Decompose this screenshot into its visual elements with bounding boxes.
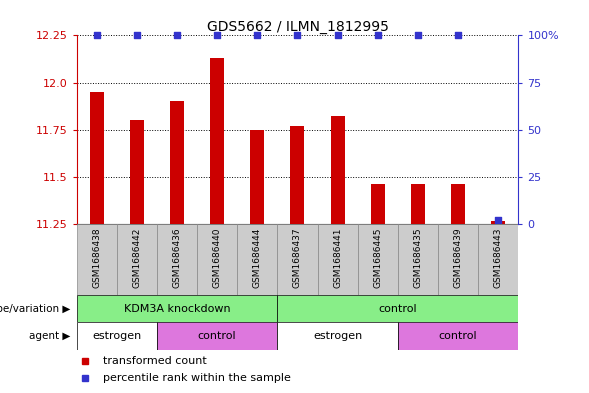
Bar: [398, 224, 438, 295]
Text: control: control: [379, 303, 417, 314]
Text: GSM1686445: GSM1686445: [373, 228, 382, 288]
Point: [293, 32, 302, 39]
Text: GSM1686440: GSM1686440: [213, 228, 221, 288]
Title: GDS5662 / ILMN_1812995: GDS5662 / ILMN_1812995: [207, 20, 388, 34]
Text: control: control: [439, 331, 478, 341]
Bar: [157, 224, 197, 295]
Text: agent ▶: agent ▶: [29, 331, 71, 341]
Text: transformed count: transformed count: [103, 356, 207, 366]
Point: [333, 32, 342, 39]
Bar: [451, 184, 465, 224]
Point: [92, 32, 101, 39]
Text: percentile rank within the sample: percentile rank within the sample: [103, 373, 291, 383]
Text: control: control: [198, 331, 236, 341]
Text: GSM1686436: GSM1686436: [173, 228, 181, 288]
Bar: [491, 221, 505, 224]
Text: GSM1686443: GSM1686443: [494, 228, 503, 288]
Bar: [290, 126, 305, 224]
Bar: [478, 224, 518, 295]
Bar: [250, 130, 264, 224]
Text: GSM1686435: GSM1686435: [413, 228, 422, 288]
Bar: [130, 120, 144, 224]
Bar: [170, 101, 184, 224]
Text: GSM1686442: GSM1686442: [133, 228, 141, 288]
Bar: [398, 322, 518, 350]
Point: [213, 32, 222, 39]
Text: KDM3A knockdown: KDM3A knockdown: [124, 303, 230, 314]
Bar: [277, 322, 398, 350]
Text: GSM1686439: GSM1686439: [454, 228, 462, 288]
Point: [373, 32, 382, 39]
Point: [172, 32, 181, 39]
Point: [494, 217, 503, 223]
Text: GSM1686437: GSM1686437: [293, 228, 302, 288]
Bar: [237, 224, 277, 295]
Bar: [438, 224, 478, 295]
Point: [454, 32, 463, 39]
Bar: [77, 322, 157, 350]
Bar: [117, 224, 157, 295]
Bar: [210, 58, 224, 224]
Bar: [157, 322, 277, 350]
Point: [132, 32, 141, 39]
Bar: [90, 92, 104, 224]
Point: [253, 32, 262, 39]
Bar: [77, 295, 277, 322]
Text: GSM1686438: GSM1686438: [92, 228, 101, 288]
Bar: [358, 224, 398, 295]
Text: GSM1686444: GSM1686444: [253, 228, 262, 288]
Text: GSM1686441: GSM1686441: [333, 228, 342, 288]
Text: estrogen: estrogen: [313, 331, 362, 341]
Bar: [370, 184, 385, 224]
Bar: [317, 224, 358, 295]
Bar: [77, 224, 117, 295]
Bar: [197, 224, 237, 295]
Bar: [411, 184, 425, 224]
Bar: [277, 295, 518, 322]
Bar: [330, 116, 345, 224]
Text: estrogen: estrogen: [92, 331, 141, 341]
Text: genotype/variation ▶: genotype/variation ▶: [0, 303, 71, 314]
Point: [413, 32, 423, 39]
Bar: [277, 224, 317, 295]
